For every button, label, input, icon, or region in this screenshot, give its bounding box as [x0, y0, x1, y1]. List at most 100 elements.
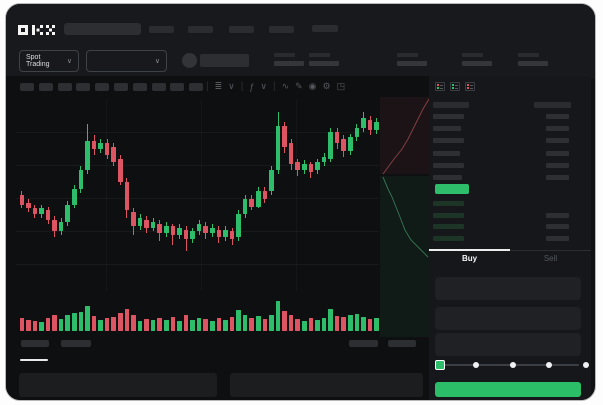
ticker-stat [518, 53, 550, 66]
active-tab-indicator [20, 359, 48, 361]
slider-step-dot[interactable] [546, 362, 552, 368]
nav-menu-item[interactable] [149, 26, 174, 33]
indicator-icon[interactable]: ƒ [249, 81, 255, 92]
candle-body [354, 127, 360, 138]
slider-step-dot[interactable] [582, 362, 589, 368]
pair-selector-dropdown[interactable]: ∨ [86, 50, 167, 72]
candle-body [328, 131, 333, 159]
chevron-down-icon[interactable]: ∨ [228, 81, 235, 91]
chevron-down-icon: ∨ [66, 58, 72, 65]
candle-body [196, 223, 202, 232]
chart-gridline [16, 198, 379, 199]
ask-price-bar[interactable] [433, 150, 460, 156]
ask-price-bar[interactable] [433, 175, 462, 180]
candlestick-chart[interactable] [16, 99, 379, 291]
candle-body [374, 122, 379, 130]
bid-amount-bar[interactable] [546, 212, 569, 218]
nav-menu-item[interactable] [269, 26, 294, 33]
ask-amount-bar[interactable] [546, 114, 569, 119]
tab-sell[interactable]: Sell [543, 254, 558, 263]
timeframe-button[interactable] [38, 83, 53, 91]
timeframe-button[interactable] [95, 83, 110, 91]
ask-amount-bar[interactable] [546, 126, 569, 132]
slider-step-dot[interactable] [473, 362, 479, 368]
candle-body [19, 195, 24, 205]
bid-amount-bar[interactable] [546, 224, 569, 229]
market-type-dropdown[interactable]: Spot Trading ∨ [19, 50, 79, 72]
timeframe-button[interactable] [113, 83, 128, 91]
chart-gridline [201, 99, 202, 291]
timeframe-button[interactable] [170, 83, 185, 91]
total-input[interactable] [435, 333, 581, 356]
depth-chart [380, 97, 429, 337]
chart-gridline [296, 99, 297, 291]
bid-price-bar[interactable] [433, 235, 464, 241]
chart-bottom-tab[interactable] [21, 340, 49, 347]
slider-handle[interactable] [435, 360, 445, 370]
bid-price-bar[interactable] [433, 224, 464, 229]
bid-price-bar[interactable] [433, 201, 464, 206]
timeframe-button[interactable] [189, 83, 204, 91]
volume-bar [262, 319, 268, 331]
volume-bar [242, 314, 248, 331]
candle-type-icon[interactable]: ≣ [214, 81, 223, 91]
timeframe-button[interactable] [76, 83, 91, 91]
bid-amount-bar[interactable] [546, 235, 569, 241]
ask-amount-bar[interactable] [546, 138, 569, 144]
amount-input[interactable] [435, 307, 581, 330]
orderbook-both-icon[interactable] [435, 82, 445, 91]
price-input[interactable] [435, 277, 581, 300]
settings-icon[interactable]: ⚙ [322, 81, 331, 91]
volume-bar [288, 314, 294, 331]
slider-step-dot[interactable] [509, 362, 516, 368]
chevron-down-icon[interactable]: ∨ [260, 81, 267, 91]
volume-bar [223, 320, 228, 331]
ask-price-bar[interactable] [433, 126, 461, 132]
nav-menu-item[interactable] [188, 26, 213, 33]
fullscreen-icon[interactable]: ◳ [336, 81, 346, 91]
chart-bottom-tab[interactable] [61, 340, 91, 347]
orderbook-icon-line [469, 87, 473, 89]
volume-bar [302, 320, 307, 331]
timeframe-button[interactable] [132, 83, 147, 91]
top-header: Spot Trading ∨ ∨ [6, 4, 595, 79]
orderbook-asks-icon[interactable] [465, 82, 475, 91]
timeframe-buttons [20, 83, 204, 91]
wave-tool-icon[interactable]: ∿ [281, 81, 290, 91]
candle-body [137, 218, 143, 226]
orderbook-bids-icon[interactable] [450, 82, 460, 91]
candle-body [203, 225, 208, 234]
timeframe-button[interactable] [20, 83, 34, 91]
screenshot-icon[interactable]: ◉ [308, 81, 317, 91]
okx-logo[interactable] [18, 23, 56, 37]
ask-price-bar[interactable] [433, 162, 464, 168]
orderbook-icon-dot [437, 87, 439, 89]
ticker-stat [274, 53, 306, 66]
volume-bar [137, 320, 143, 331]
candle-body [104, 143, 110, 155]
search-input[interactable] [64, 23, 141, 35]
draw-tool-icon[interactable]: ✎ [295, 81, 303, 91]
volume-bar [295, 319, 300, 331]
amount-slider[interactable] [439, 364, 579, 366]
ask-price-bar[interactable] [433, 138, 464, 144]
timeframe-button[interactable] [57, 83, 72, 91]
ask-amount-bar[interactable] [546, 175, 569, 180]
orderbook-icon-row [467, 87, 473, 89]
tab-buy[interactable]: Buy [461, 254, 478, 263]
timeframe-button[interactable] [151, 83, 166, 91]
buy-button[interactable] [435, 382, 581, 397]
buy-tab-indicator [429, 249, 510, 251]
nav-menu-item[interactable] [229, 26, 254, 33]
candle-body [288, 143, 294, 165]
ask-amount-bar[interactable] [546, 162, 569, 168]
chart-bottom-tab[interactable] [349, 340, 378, 347]
ask-price-bar[interactable] [433, 114, 464, 119]
candle-body [111, 147, 116, 163]
bid-price-bar[interactable] [433, 212, 464, 218]
chart-bottom-tab[interactable] [388, 340, 416, 347]
nav-menu-item[interactable] [312, 25, 338, 32]
ask-amount-bar[interactable] [546, 150, 569, 156]
volume-bar [39, 322, 44, 331]
volume-bar [131, 314, 136, 331]
